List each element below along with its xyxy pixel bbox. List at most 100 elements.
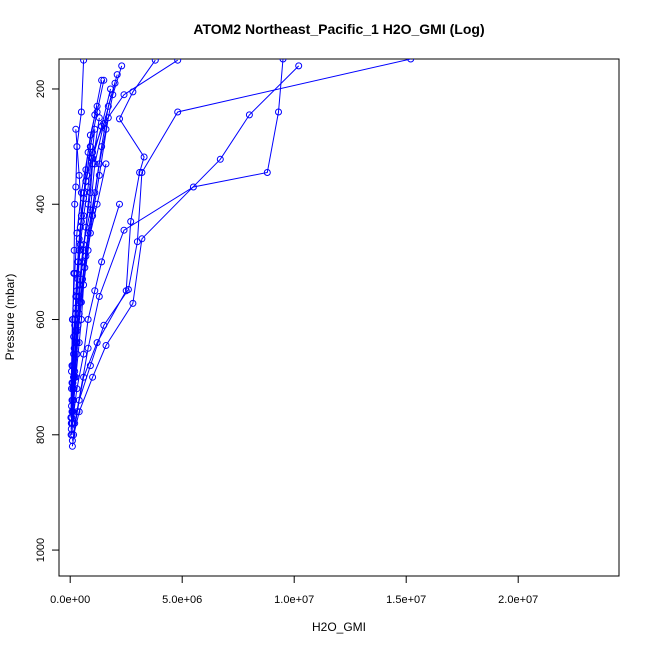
data-point xyxy=(70,246,78,254)
series-line xyxy=(73,59,411,435)
y-axis: 200 400 600 800 1000 xyxy=(35,80,59,562)
y-tick-label: 800 xyxy=(35,426,47,444)
data-point xyxy=(95,293,103,300)
data-point xyxy=(138,169,146,176)
data-point xyxy=(263,169,271,176)
data-point xyxy=(76,223,84,231)
data-point xyxy=(84,246,92,254)
x-tick-label: 1.0e+07 xyxy=(274,594,314,606)
data-point xyxy=(86,131,94,139)
data-point xyxy=(118,62,126,70)
x-axis-label: H2O_GMI xyxy=(312,620,366,634)
y-tick-label: 600 xyxy=(35,310,47,328)
series-line xyxy=(71,129,82,412)
data-point xyxy=(91,125,99,133)
data-point xyxy=(84,183,92,191)
data-point xyxy=(77,298,85,306)
data-point xyxy=(70,333,78,341)
data-point xyxy=(83,171,91,179)
data-point xyxy=(140,153,148,161)
x-tick-label: 5.0e+06 xyxy=(162,594,202,606)
data-point xyxy=(98,76,106,84)
data-point xyxy=(275,108,282,116)
data-point xyxy=(245,111,253,119)
data-point xyxy=(74,258,82,266)
data-point xyxy=(216,155,224,163)
data-point xyxy=(122,287,130,295)
data-point xyxy=(72,293,80,300)
data-point xyxy=(86,362,94,370)
series-line xyxy=(71,117,100,435)
data-point xyxy=(295,62,303,70)
data-point xyxy=(73,143,81,151)
data-point xyxy=(116,200,123,208)
series-line xyxy=(71,60,85,389)
data-point xyxy=(120,226,128,234)
data-point xyxy=(174,59,182,64)
y-tick-label: 1000 xyxy=(35,538,47,562)
data-point xyxy=(71,200,79,208)
data-point xyxy=(77,316,85,323)
data-point xyxy=(80,350,88,358)
series-line xyxy=(71,204,120,424)
plot-frame xyxy=(58,58,620,577)
data-point xyxy=(189,183,197,191)
series-layer xyxy=(67,59,415,450)
x-tick-label: 1.5e+07 xyxy=(386,594,426,606)
data-point xyxy=(120,91,128,99)
y-tick-label: 400 xyxy=(35,195,47,213)
data-point xyxy=(95,171,103,179)
series-line xyxy=(74,59,156,424)
data-point xyxy=(68,431,76,439)
data-point xyxy=(136,169,144,176)
data-point xyxy=(80,59,88,64)
data-point xyxy=(84,344,92,352)
data-point xyxy=(111,79,119,87)
series-line xyxy=(71,65,300,441)
data-point xyxy=(88,154,95,162)
data-point xyxy=(80,189,88,197)
x-axis: 0.0e+00 5.0e+06 1.0e+07 1.5e+07 2.0e+07 xyxy=(50,576,538,606)
data-point xyxy=(76,241,84,249)
data-point xyxy=(104,114,112,122)
data-point xyxy=(72,183,80,191)
data-point xyxy=(102,160,110,168)
data-point xyxy=(74,275,82,283)
data-point xyxy=(100,76,108,84)
data-point xyxy=(84,316,92,323)
data-point xyxy=(89,373,97,381)
data-point xyxy=(91,160,99,168)
data-point xyxy=(100,120,108,128)
x-tick-label: 2.0e+07 xyxy=(498,594,538,606)
data-point xyxy=(93,339,101,347)
data-point xyxy=(151,59,159,64)
data-point xyxy=(89,212,97,220)
data-point xyxy=(95,114,103,122)
data-point xyxy=(75,339,83,347)
x-tick-label: 0.0e+00 xyxy=(50,594,90,606)
data-point xyxy=(129,299,137,307)
data-point xyxy=(80,373,88,381)
data-point xyxy=(68,414,76,421)
data-point xyxy=(174,108,182,116)
data-point xyxy=(116,115,123,123)
data-point xyxy=(86,143,94,151)
data-point xyxy=(70,344,78,352)
series-line xyxy=(71,129,96,418)
data-point xyxy=(80,212,88,220)
data-point xyxy=(77,108,85,116)
data-point xyxy=(69,379,77,387)
data-point xyxy=(98,258,106,266)
data-point xyxy=(279,59,287,63)
data-point xyxy=(80,281,88,289)
chart-title: ATOM2 Northeast_Pacific_1 H2O_GMI (Log) xyxy=(193,21,484,37)
data-point xyxy=(81,264,89,272)
data-point xyxy=(91,287,99,295)
data-point xyxy=(102,342,110,349)
data-point xyxy=(113,71,121,79)
y-tick-label: 200 xyxy=(35,80,47,98)
data-point xyxy=(72,310,80,318)
data-point xyxy=(138,235,146,243)
data-point xyxy=(104,102,112,110)
